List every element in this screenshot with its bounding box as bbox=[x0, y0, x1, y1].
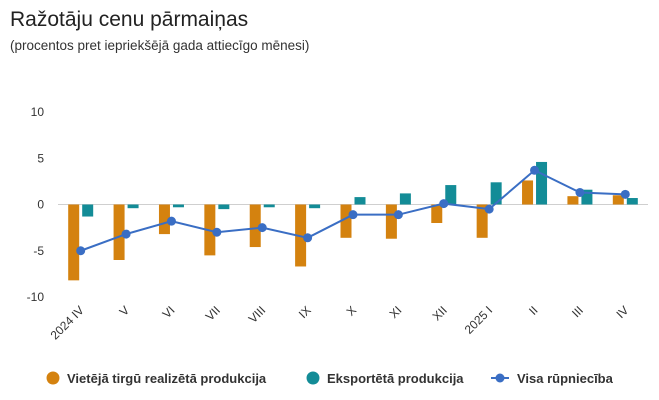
export-bar[interactable] bbox=[172, 204, 184, 208]
domestic-bar[interactable] bbox=[522, 180, 534, 205]
x-tick-label: II bbox=[526, 303, 541, 318]
x-tick-label: IX bbox=[296, 303, 314, 321]
export-bar[interactable] bbox=[399, 193, 411, 205]
total-industry-point[interactable] bbox=[121, 229, 131, 239]
total-industry-point[interactable] bbox=[484, 204, 494, 214]
domestic-bar[interactable] bbox=[68, 204, 80, 281]
legend-label: Eksportētā produkcija bbox=[327, 371, 464, 386]
legend-marker bbox=[306, 371, 320, 385]
x-tick-label: VIII bbox=[246, 303, 269, 326]
legend-item-3[interactable]: Visa rūpniecība bbox=[491, 371, 614, 386]
total-industry-point[interactable] bbox=[257, 223, 267, 233]
export-bar[interactable] bbox=[490, 182, 502, 205]
export-bar[interactable] bbox=[127, 204, 139, 209]
y-tick-label: -10 bbox=[27, 290, 45, 304]
x-tick-label: IV bbox=[614, 303, 632, 321]
line-layer bbox=[76, 165, 630, 256]
legend-marker bbox=[495, 373, 505, 383]
total-industry-point[interactable] bbox=[348, 210, 358, 220]
total-industry-point[interactable] bbox=[303, 233, 313, 243]
y-axis-labels: -10 -5 0 5 10 bbox=[27, 105, 45, 304]
export-bar[interactable] bbox=[218, 204, 230, 210]
export-bar[interactable] bbox=[309, 204, 321, 209]
domestic-bar[interactable] bbox=[158, 204, 170, 235]
export-bar[interactable] bbox=[354, 197, 366, 205]
export-bar[interactable] bbox=[626, 198, 638, 205]
x-tick-label: XI bbox=[387, 303, 405, 321]
y-tick-label: -5 bbox=[33, 244, 44, 258]
x-tick-label: X bbox=[344, 303, 360, 319]
total-industry-point[interactable] bbox=[393, 210, 403, 220]
domestic-bar[interactable] bbox=[567, 196, 579, 205]
chart-subtitle: (procentos pret iepriekšējā gada attiecī… bbox=[10, 38, 310, 53]
x-tick-label: 2025 I bbox=[462, 303, 495, 336]
legend-label: Vietējā tirgū realizētā produkcija bbox=[67, 371, 267, 386]
x-tick-label: 2024 IV bbox=[48, 303, 87, 342]
legend-label: Visa rūpniecība bbox=[517, 371, 614, 386]
export-bar[interactable] bbox=[263, 204, 275, 208]
export-bar[interactable] bbox=[581, 189, 593, 205]
y-tick-label: 10 bbox=[31, 105, 45, 119]
export-bar[interactable] bbox=[445, 185, 457, 205]
chart-title: Ražotāju cenu pārmaiņas bbox=[10, 8, 249, 31]
total-industry-point[interactable] bbox=[212, 227, 222, 237]
total-industry-point[interactable] bbox=[575, 187, 585, 197]
y-tick-label: 5 bbox=[37, 151, 44, 165]
legend-item-2[interactable]: Eksportētā produkcija bbox=[306, 371, 465, 386]
domestic-bar[interactable] bbox=[612, 195, 624, 205]
domestic-bar[interactable] bbox=[431, 204, 443, 224]
domestic-bar[interactable] bbox=[385, 204, 397, 239]
export-bar[interactable] bbox=[82, 204, 94, 217]
x-tick-label: XII bbox=[430, 303, 450, 323]
x-tick-label: V bbox=[117, 303, 133, 319]
legend-item-1[interactable]: Vietējā tirgū realizētā produkcija bbox=[46, 371, 267, 386]
legend[interactable]: Vietējā tirgū realizētā produkcija Ekspor… bbox=[46, 371, 614, 386]
domestic-bar[interactable] bbox=[249, 204, 261, 248]
domestic-bar[interactable] bbox=[113, 204, 125, 261]
x-tick-label: VII bbox=[203, 303, 223, 323]
total-industry-point[interactable] bbox=[76, 246, 86, 256]
x-tick-label: III bbox=[569, 303, 586, 320]
domestic-bar[interactable] bbox=[340, 204, 352, 238]
total-industry-point[interactable] bbox=[439, 199, 449, 209]
x-axis-labels: 2024 IV V VI VII VIII IX X XI XII 2025 I II III IV bbox=[48, 303, 632, 342]
total-industry-point[interactable] bbox=[530, 165, 540, 175]
legend-marker bbox=[46, 371, 60, 385]
export-bar[interactable] bbox=[536, 161, 548, 205]
y-tick-label: 0 bbox=[37, 198, 44, 212]
x-tick-label: VI bbox=[160, 303, 178, 321]
total-industry-point[interactable] bbox=[620, 189, 630, 199]
domestic-bar[interactable] bbox=[476, 204, 488, 238]
total-industry-point[interactable] bbox=[166, 216, 176, 226]
